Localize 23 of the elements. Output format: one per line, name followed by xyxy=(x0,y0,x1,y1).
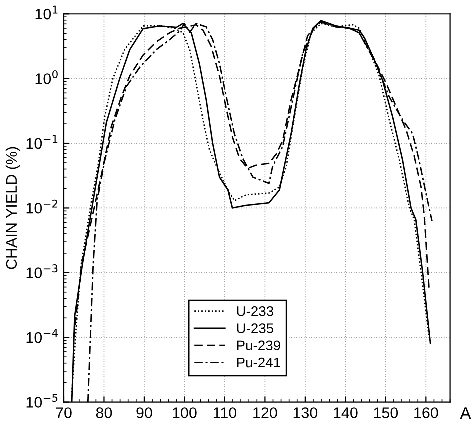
x-tick-label: 130 xyxy=(294,408,318,418)
legend-label: U-233 xyxy=(237,306,274,316)
y-tick-label: 10$^{−3}$ xyxy=(26,264,58,278)
legend-label: Pu-239 xyxy=(237,340,280,351)
x-tick-label: 120 xyxy=(254,408,278,418)
x-tick-label: 80 xyxy=(96,408,112,418)
y-tick-label: 10$^{0}$ xyxy=(36,70,58,84)
y-tick-label: 10$^{−4}$ xyxy=(26,329,58,344)
y-tick-label: 10$^{−1}$ xyxy=(26,135,58,150)
x-tick-label: 70 xyxy=(56,408,72,418)
x-tick-label: 100 xyxy=(173,408,197,418)
y-axis-title: CHAIN YIELD (%) xyxy=(6,147,20,270)
x-tick-label: 140 xyxy=(334,408,358,418)
y-tick-label: 10$^{−2}$ xyxy=(26,200,58,214)
x-tick-label: 90 xyxy=(136,408,152,418)
legend-label: U-235 xyxy=(237,324,274,334)
x-tick-label: 110 xyxy=(214,408,237,418)
x-tick-label: 160 xyxy=(414,408,438,418)
y-tick-label: 10$^{1}$ xyxy=(36,6,58,20)
legend-label: Pu-241 xyxy=(237,358,280,368)
y-tick-label: 10$^{−5}$ xyxy=(26,394,58,408)
x-tick-label: 150 xyxy=(374,408,398,418)
x-axis-title: A xyxy=(460,408,472,420)
